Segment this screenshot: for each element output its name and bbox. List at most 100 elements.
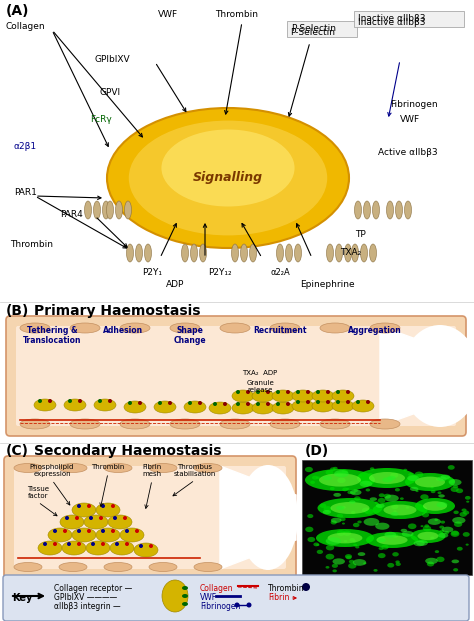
- Ellipse shape: [38, 541, 62, 555]
- Ellipse shape: [400, 325, 474, 427]
- Ellipse shape: [77, 529, 81, 533]
- Ellipse shape: [434, 519, 438, 521]
- Ellipse shape: [272, 402, 294, 414]
- Ellipse shape: [346, 488, 349, 490]
- Ellipse shape: [327, 244, 334, 262]
- Ellipse shape: [396, 563, 401, 566]
- Ellipse shape: [326, 566, 329, 569]
- Ellipse shape: [333, 467, 337, 470]
- Ellipse shape: [317, 550, 323, 554]
- Ellipse shape: [393, 510, 397, 512]
- Ellipse shape: [368, 473, 373, 476]
- Text: Shape
Change: Shape Change: [173, 326, 206, 345]
- Ellipse shape: [296, 390, 300, 394]
- Ellipse shape: [360, 481, 372, 487]
- Ellipse shape: [336, 400, 340, 404]
- Ellipse shape: [326, 537, 341, 545]
- Ellipse shape: [330, 487, 335, 490]
- Text: α2₂A: α2₂A: [270, 268, 290, 277]
- Ellipse shape: [316, 400, 320, 404]
- Text: Phospholipid
expression: Phospholipid expression: [30, 464, 74, 477]
- Ellipse shape: [428, 519, 441, 525]
- Ellipse shape: [320, 323, 350, 333]
- Ellipse shape: [72, 528, 96, 542]
- Ellipse shape: [294, 244, 301, 262]
- Ellipse shape: [64, 399, 86, 411]
- Ellipse shape: [77, 504, 81, 508]
- Ellipse shape: [149, 544, 153, 548]
- Ellipse shape: [320, 419, 350, 429]
- Ellipse shape: [386, 201, 393, 219]
- Ellipse shape: [134, 543, 158, 557]
- Ellipse shape: [410, 487, 419, 491]
- Ellipse shape: [450, 486, 459, 492]
- FancyBboxPatch shape: [6, 316, 466, 436]
- Ellipse shape: [391, 504, 399, 509]
- Ellipse shape: [67, 542, 71, 546]
- Text: GPVI: GPVI: [100, 88, 121, 97]
- Ellipse shape: [439, 525, 444, 528]
- Ellipse shape: [355, 201, 362, 219]
- Ellipse shape: [113, 516, 117, 520]
- Ellipse shape: [457, 546, 463, 551]
- Text: TP: TP: [355, 230, 366, 239]
- Ellipse shape: [370, 323, 400, 333]
- Ellipse shape: [403, 469, 407, 471]
- Ellipse shape: [232, 390, 254, 402]
- Ellipse shape: [357, 468, 417, 488]
- Text: Secondary Haemostasis: Secondary Haemostasis: [34, 444, 221, 458]
- Ellipse shape: [220, 419, 250, 429]
- Ellipse shape: [307, 514, 313, 518]
- Ellipse shape: [358, 474, 362, 477]
- Ellipse shape: [374, 501, 379, 504]
- Ellipse shape: [120, 528, 144, 542]
- Polygon shape: [380, 326, 474, 426]
- Ellipse shape: [422, 512, 429, 517]
- Ellipse shape: [334, 474, 337, 476]
- Ellipse shape: [182, 244, 189, 262]
- Ellipse shape: [387, 563, 394, 568]
- Ellipse shape: [246, 402, 250, 406]
- Ellipse shape: [249, 244, 256, 262]
- Ellipse shape: [431, 490, 436, 493]
- Ellipse shape: [373, 501, 428, 519]
- Ellipse shape: [111, 529, 115, 533]
- Ellipse shape: [246, 602, 252, 607]
- Ellipse shape: [188, 401, 192, 405]
- Ellipse shape: [444, 531, 449, 534]
- Ellipse shape: [349, 538, 355, 542]
- Ellipse shape: [438, 533, 448, 538]
- Ellipse shape: [209, 402, 231, 414]
- Ellipse shape: [376, 535, 408, 545]
- Text: Fibrin
mesh: Fibrin mesh: [142, 464, 162, 477]
- Ellipse shape: [437, 476, 447, 481]
- Ellipse shape: [286, 402, 290, 406]
- Ellipse shape: [123, 516, 127, 520]
- Ellipse shape: [108, 399, 112, 403]
- Ellipse shape: [336, 505, 345, 510]
- Text: Epinephrine: Epinephrine: [300, 280, 355, 289]
- Text: PAR4: PAR4: [60, 210, 83, 219]
- Ellipse shape: [20, 323, 50, 333]
- Text: P-Selectin: P-Selectin: [291, 24, 336, 33]
- Ellipse shape: [401, 529, 407, 532]
- Ellipse shape: [200, 244, 207, 262]
- Ellipse shape: [466, 501, 469, 503]
- Ellipse shape: [404, 201, 411, 219]
- Ellipse shape: [364, 201, 371, 219]
- Ellipse shape: [328, 533, 363, 543]
- Ellipse shape: [312, 476, 318, 479]
- Ellipse shape: [104, 463, 132, 473]
- Text: Active αIIbβ3: Active αIIbβ3: [378, 148, 438, 157]
- FancyBboxPatch shape: [354, 11, 464, 27]
- Ellipse shape: [170, 419, 200, 429]
- Ellipse shape: [99, 516, 103, 520]
- Ellipse shape: [34, 399, 56, 411]
- Ellipse shape: [351, 511, 356, 514]
- Ellipse shape: [77, 542, 81, 546]
- Ellipse shape: [87, 504, 91, 508]
- Ellipse shape: [316, 390, 320, 394]
- Ellipse shape: [319, 473, 361, 487]
- Ellipse shape: [59, 463, 87, 473]
- Ellipse shape: [170, 323, 200, 333]
